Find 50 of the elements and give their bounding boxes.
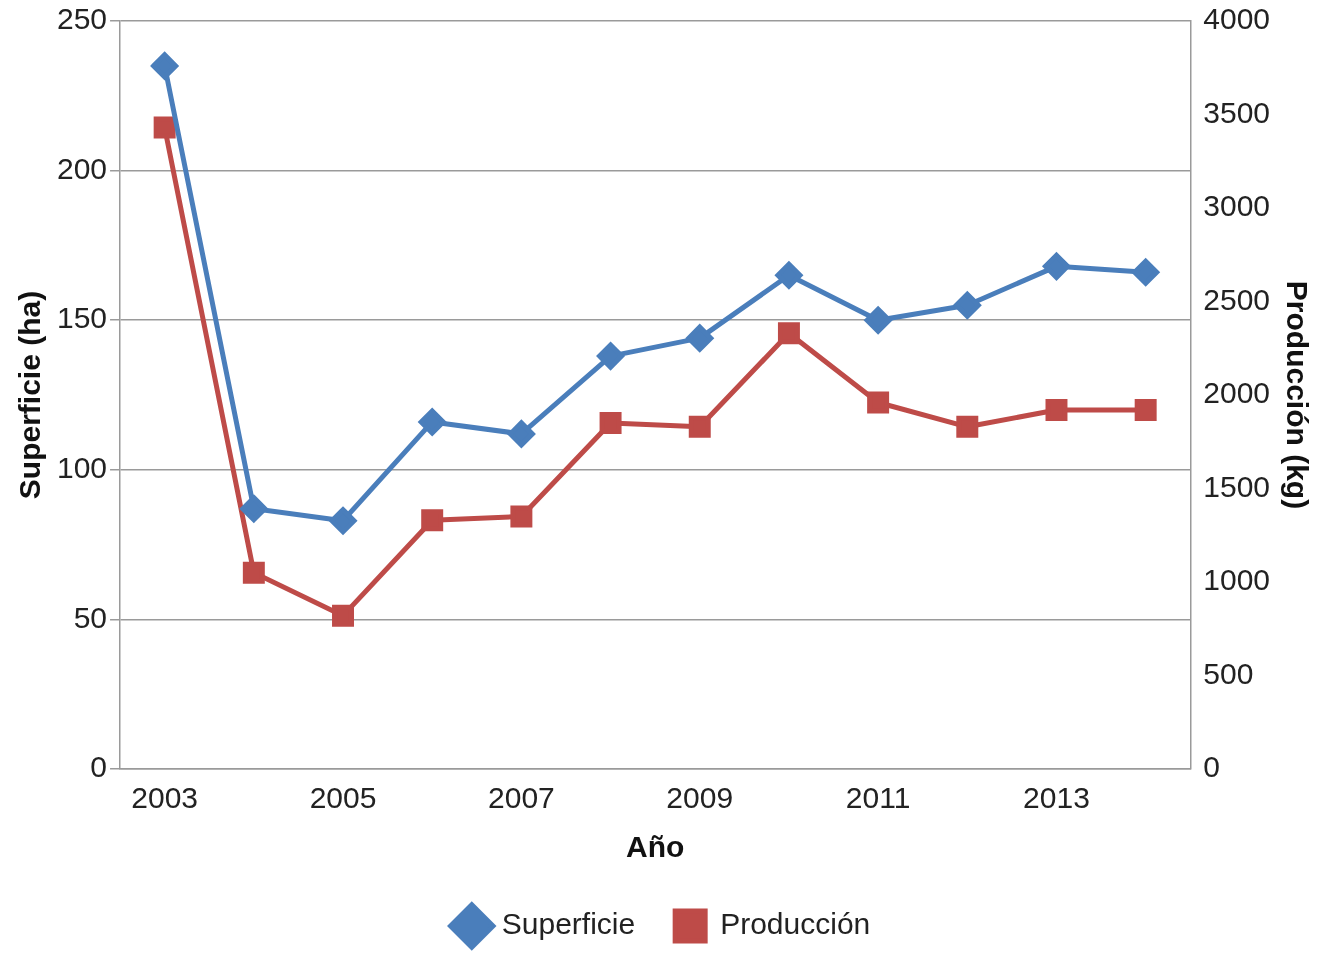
x-tick-label: 2013 xyxy=(1023,781,1090,815)
point xyxy=(597,342,625,370)
y2-tick-label: 1000 xyxy=(1203,563,1271,597)
legend-label: Producción xyxy=(720,907,871,941)
point xyxy=(418,408,446,436)
point xyxy=(686,324,714,352)
x-tick-label: 2009 xyxy=(666,781,734,815)
point xyxy=(1134,398,1157,421)
point xyxy=(956,415,979,438)
point xyxy=(332,604,354,627)
y-tick-label: 100 xyxy=(56,451,108,485)
point xyxy=(688,415,711,438)
x-tick-label: 2007 xyxy=(488,781,555,815)
y2-axis-title: Producción (kg) xyxy=(1280,280,1314,510)
y-tick-label: 50 xyxy=(73,600,108,634)
y-tick-label: 250 xyxy=(56,2,108,36)
y2-tick-label: 2000 xyxy=(1203,376,1271,410)
point xyxy=(867,391,890,414)
point xyxy=(242,561,265,584)
point xyxy=(153,116,176,139)
y2-tick-label: 2500 xyxy=(1203,282,1271,316)
y-tick-label: 0 xyxy=(90,750,108,784)
y-axis-title: Superficie (ha) xyxy=(13,290,47,500)
point xyxy=(1132,258,1160,286)
point xyxy=(775,261,803,289)
point xyxy=(510,505,533,528)
legend-label: Superficie xyxy=(501,907,636,941)
y2-tick-label: 4000 xyxy=(1203,2,1271,36)
x-tick-label: 2005 xyxy=(309,781,377,815)
y-tick-label: 200 xyxy=(56,151,108,185)
y-tick-label: 150 xyxy=(56,301,108,335)
x-tick-label: 2003 xyxy=(131,781,199,815)
point xyxy=(240,495,268,523)
point xyxy=(1045,398,1068,421)
x-tick-label: 2011 xyxy=(845,781,911,815)
y2-tick-label: 1500 xyxy=(1203,469,1271,503)
point xyxy=(864,306,892,334)
point xyxy=(599,412,622,435)
point xyxy=(151,52,179,80)
point xyxy=(507,420,535,448)
point xyxy=(777,322,800,345)
point xyxy=(1042,252,1070,280)
y2-tick-label: 500 xyxy=(1203,656,1254,690)
point xyxy=(421,509,444,532)
x-axis-title: Año xyxy=(625,830,685,864)
point xyxy=(953,291,981,319)
y2-tick-label: 0 xyxy=(1203,750,1220,784)
point xyxy=(329,507,357,535)
y2-tick-label: 3000 xyxy=(1203,189,1271,223)
y2-tick-label: 3500 xyxy=(1203,95,1271,129)
